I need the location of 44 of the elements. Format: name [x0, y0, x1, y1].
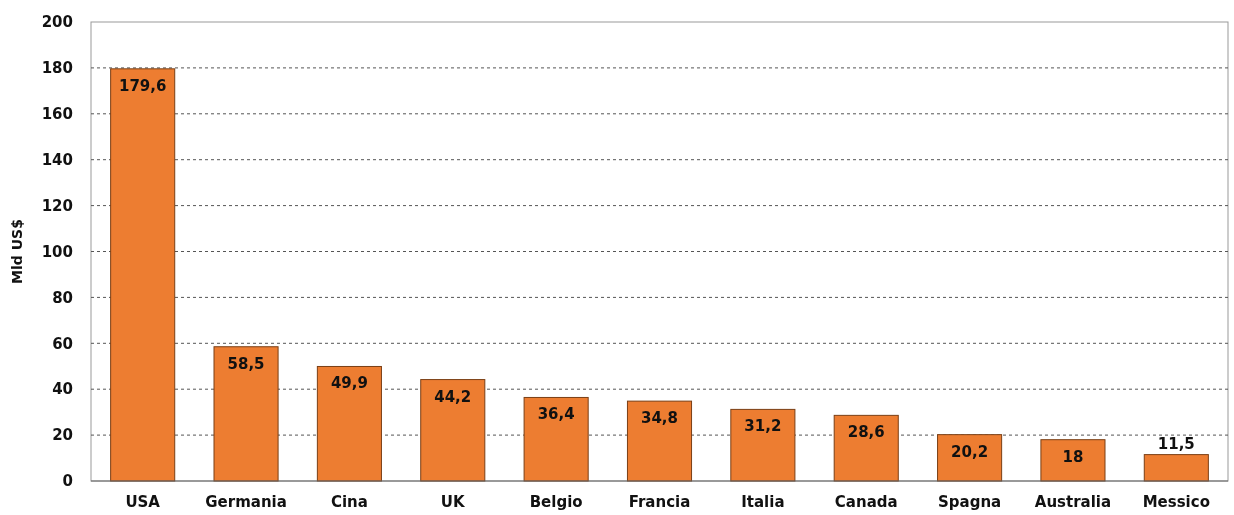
- x-tick-label: Canada: [834, 493, 898, 511]
- bar: [110, 68, 176, 482]
- data-label: 44,2: [434, 387, 472, 406]
- x-tick-label: UK: [440, 493, 467, 511]
- y-tick-label: 200: [41, 13, 73, 32]
- y-tick-label: 60: [52, 334, 73, 353]
- y-tick-label: 140: [41, 150, 73, 169]
- bar: [1040, 439, 1106, 482]
- bar: [523, 396, 589, 482]
- data-label: 34,8: [640, 409, 679, 428]
- x-tick-label: Cina: [330, 493, 368, 511]
- y-tick-label: 160: [41, 105, 73, 124]
- y-tick-label: 80: [52, 288, 73, 307]
- bar: [316, 365, 382, 482]
- x-tick-label: Italia: [741, 493, 785, 511]
- bar: [626, 400, 693, 482]
- y-tick-label: 20: [52, 426, 73, 445]
- x-tick-label: Belgio: [529, 493, 583, 511]
- data-label: 31,2: [744, 417, 782, 436]
- x-tick-label: Germania: [205, 493, 287, 511]
- data-label: 11,5: [1157, 434, 1195, 453]
- x-tick-label: Francia: [628, 493, 691, 511]
- y-tick-label: 0: [62, 472, 73, 491]
- data-label: 18: [1062, 447, 1084, 466]
- data-label: 36,4: [537, 405, 575, 424]
- bar: [213, 346, 279, 482]
- data-label: 20,2: [951, 442, 989, 461]
- y-axis-title: Mld US$: [9, 219, 25, 284]
- bar: [420, 379, 486, 482]
- bar: [833, 414, 899, 482]
- bar: [1143, 454, 1209, 482]
- data-label: 28,6: [847, 423, 885, 442]
- x-tick-label: Australia: [1034, 493, 1112, 511]
- x-tick-label: USA: [125, 493, 161, 511]
- x-tick-label: Spagna: [937, 493, 1002, 511]
- bar: [730, 408, 796, 482]
- data-label: 49,9: [330, 374, 368, 393]
- data-label: 58,5: [227, 354, 265, 373]
- y-tick-label: 100: [41, 242, 73, 261]
- y-tick-label: 180: [41, 59, 73, 78]
- x-tick-label: Messico: [1142, 493, 1210, 511]
- y-tick-label: 120: [41, 196, 73, 215]
- data-label: 179,6: [118, 76, 167, 95]
- y-tick-label: 40: [52, 380, 73, 399]
